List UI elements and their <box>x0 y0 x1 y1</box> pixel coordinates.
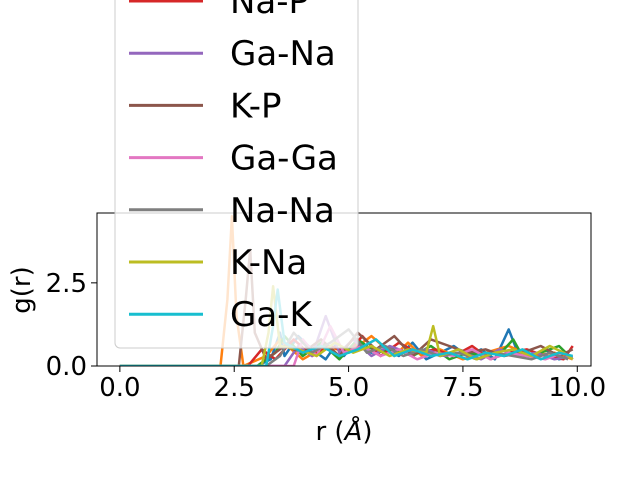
x-axis-label-close: ) <box>362 417 372 447</box>
x-tick-label: 10.0 <box>548 373 606 403</box>
legend-label-5: Na-Na <box>230 191 335 231</box>
legend-label-1: Na-P <box>230 0 309 22</box>
legend-label-6: K-Na <box>230 243 307 283</box>
y-axis-ticks: 0.0 2.5 <box>46 269 97 382</box>
x-tick-label: 5.0 <box>328 373 369 403</box>
x-tick-label: 0.0 <box>99 373 140 403</box>
legend-label-2: Ga-Na <box>230 34 336 74</box>
x-tick-label: 7.5 <box>442 373 483 403</box>
legend-label-3: K-P <box>230 86 282 126</box>
x-tick-label: 2.5 <box>214 373 255 403</box>
legend-label-7: Ga-K <box>230 295 313 335</box>
x-axis-label-unit: Å <box>343 415 363 447</box>
x-axis-label: r (Å) <box>315 415 372 447</box>
y-tick-label: 2.5 <box>46 269 87 299</box>
y-axis-label: g(r) <box>7 266 37 313</box>
legend-label-4: Ga-Ga <box>230 139 338 179</box>
x-axis-label-text: r ( <box>315 417 344 447</box>
x-axis-ticks: 0.0 2.5 5.0 7.5 10.0 <box>99 366 606 403</box>
y-tick-label: 0.0 <box>46 352 87 382</box>
legend: Na-P Ga-Na K-P Ga-Ga Na-Na K-Na Ga-K <box>114 0 359 349</box>
